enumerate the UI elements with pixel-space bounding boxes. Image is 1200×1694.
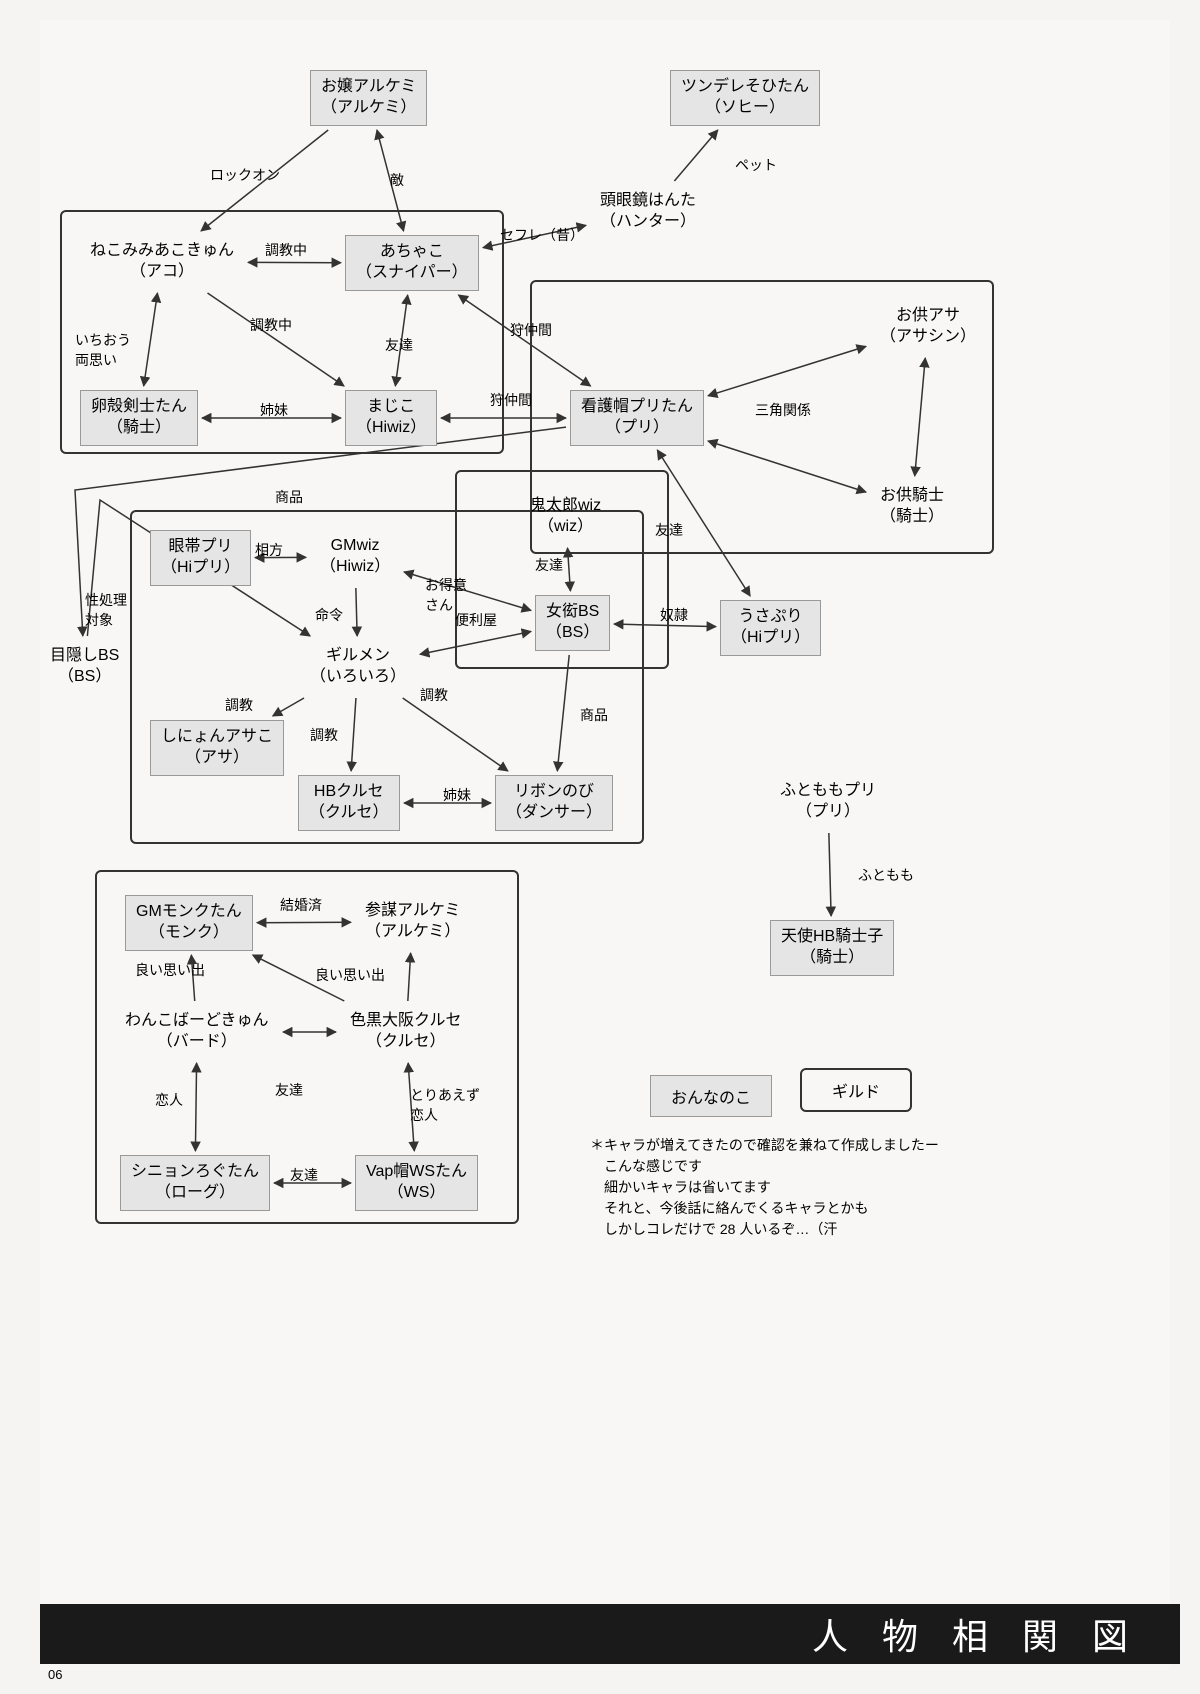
legend-girl: おんなのこ — [650, 1075, 772, 1117]
node-otomo_knight: お供騎士（騎士） — [870, 480, 954, 534]
title-bar: 人 物 相 関 図 — [40, 1604, 1180, 1664]
node-pri_nurse: 看護帽プリたん（プリ） — [570, 390, 704, 446]
edge-label: 調教 — [225, 695, 253, 715]
edge-label: 調教中 — [250, 315, 292, 335]
node-knight_egg: 卵殻剣士たん（騎士） — [80, 390, 198, 446]
edge-label: 調教 — [310, 725, 338, 745]
edge-label: 性処理対象 — [85, 590, 127, 630]
edge-label: 狩仲間 — [510, 320, 552, 340]
edge-label: 商品 — [275, 487, 303, 507]
legend-guild: ギルド — [800, 1068, 912, 1112]
edge-label: ふともも — [858, 865, 914, 885]
edge-label: とりあえず恋人 — [410, 1085, 480, 1125]
node-sanbou: 参謀アルケミ（アルケミ） — [355, 895, 470, 949]
edge-label: 良い思い出 — [135, 960, 205, 980]
node-ribbon: リボンのび（ダンサー） — [495, 775, 613, 831]
edge-label: いちおう両思い — [75, 330, 131, 370]
node-usapri: うさぷり（Hiプリ） — [720, 600, 821, 656]
edge-label: お得意さん — [425, 575, 467, 615]
node-shinyon_asa: しにょんアサこ（アサ） — [150, 720, 284, 776]
edge-label: 奴隷 — [660, 605, 688, 625]
edge-label: 便利屋 — [455, 610, 497, 630]
node-wanko: わんこばーどきゅん（バード） — [115, 1005, 279, 1059]
node-shinyon_rogue: シニョンろぐたん（ローグ） — [120, 1155, 270, 1211]
edge-label: 恋人 — [155, 1090, 183, 1110]
edge-label: 調教 — [420, 685, 448, 705]
edge-label: 商品 — [580, 705, 608, 725]
edge-label: 友達 — [535, 555, 563, 575]
edge-label: 姉妹 — [443, 785, 471, 805]
edge-label: 調教中 — [265, 240, 307, 260]
node-majiko: まじこ（Hiwiz） — [345, 390, 437, 446]
node-hunter: 頭眼鏡はんた（ハンター） — [590, 185, 706, 239]
node-kitaro: 鬼太郎wiz（wiz） — [520, 490, 611, 544]
node-onnaen_bs: 女衒BS（BS） — [535, 595, 610, 651]
node-iroguro: 色黒大阪クルセ（クルセ） — [340, 1005, 472, 1059]
node-gmwiz: GMwiz（Hiwiz） — [310, 530, 400, 584]
node-gilmen: ギルメン（いろいろ） — [300, 640, 416, 694]
edge-label: 狩仲間 — [490, 390, 532, 410]
edge-label: 良い思い出 — [315, 965, 385, 985]
edge-label: ロックオン — [210, 165, 280, 185]
node-mekakushi: 目隠しBS（BS） — [40, 640, 129, 694]
edge-label: 友達 — [275, 1080, 303, 1100]
node-gmmonk: GMモンクたん（モンク） — [125, 895, 253, 951]
page-number: 06 — [48, 1667, 62, 1682]
node-hb_kuruse: HBクルセ（クルセ） — [298, 775, 400, 831]
edge-label: 相方 — [255, 540, 283, 560]
edge-label: 友達 — [655, 520, 683, 540]
edge-label: ペット — [735, 155, 777, 175]
edge-label: 友達 — [385, 335, 413, 355]
node-alchemi: お嬢アルケミ（アルケミ） — [310, 70, 427, 126]
edge-label: 姉妹 — [260, 400, 288, 420]
edge-label: 友達 — [290, 1165, 318, 1185]
edge-label: 命令 — [315, 605, 343, 625]
edge-label: 敵 — [390, 170, 404, 190]
node-vap: Vap帽WSたん（WS） — [355, 1155, 478, 1211]
node-futomomo: ふとももプリ（プリ） — [770, 775, 886, 829]
node-ako: ねこみみあこきゅん（アコ） — [80, 235, 244, 289]
footer-notes: ＊キャラが増えてきたので確認を兼ねて作成しましたー こんな感じです 細かいキャラ… — [590, 1135, 939, 1240]
edge-label: 三角関係 — [755, 400, 811, 420]
node-tenshi: 天使HB騎士子（騎士） — [770, 920, 894, 976]
node-achako: あちゃこ（スナイパー） — [345, 235, 479, 291]
edge-label: 結婚済 — [280, 895, 322, 915]
edge-label: セフレ（昔） — [500, 225, 584, 245]
node-gantai_pri: 眼帯プリ（Hiプリ） — [150, 530, 251, 586]
node-sohi: ツンデレそひたん（ソヒー） — [670, 70, 820, 126]
node-otomo_asa: お供アサ（アサシン） — [870, 300, 986, 354]
